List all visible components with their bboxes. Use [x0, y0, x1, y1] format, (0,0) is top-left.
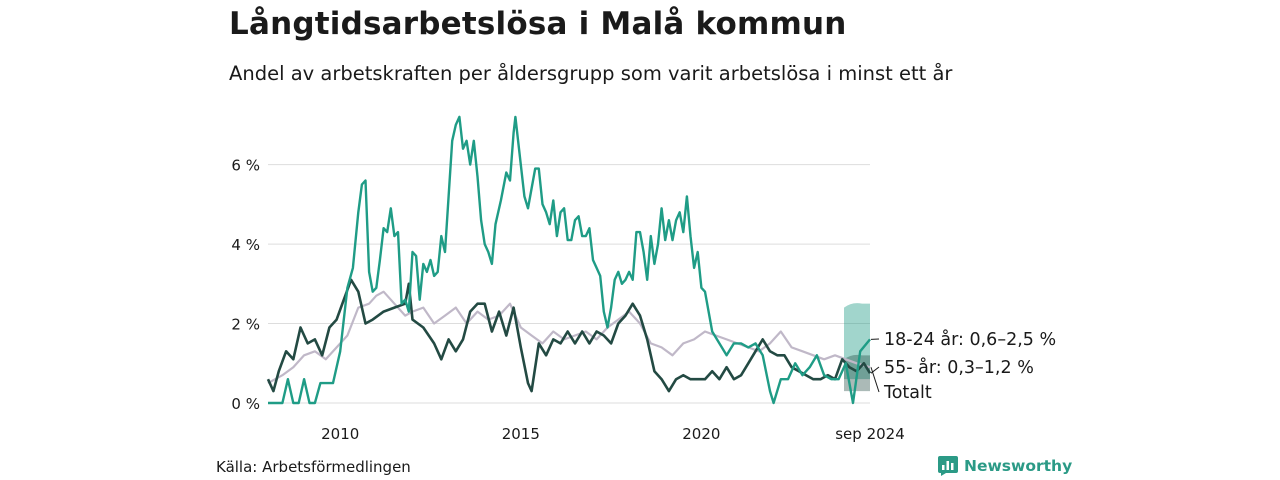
- x-tick-label: 2010: [321, 425, 359, 443]
- axis-labels: 0 % 2 % 4 % 6 % 2010 2015 2020 sep 2024: [231, 157, 904, 443]
- y-tick-label: 4 %: [231, 236, 260, 254]
- gridlines: [268, 164, 870, 404]
- x-tick-label: 2020: [682, 425, 720, 443]
- newsworthy-logo-icon: [938, 456, 958, 476]
- series-end-labels: Totalt 55- år: 0,3–1,2 % 18-24 år: 0,6–2,5…: [870, 329, 1056, 403]
- x-tick-label: sep 2024: [835, 425, 905, 443]
- leader-line-old: [870, 366, 880, 374]
- y-tick-label: 6 %: [231, 157, 260, 175]
- series-lines: [266, 115, 872, 405]
- y-tick-label: 2 %: [231, 316, 260, 334]
- source-note: Källa: Arbetsförmedlingen: [216, 458, 411, 476]
- chart-title: Långtidsarbetslösa i Malå kommun: [229, 6, 847, 42]
- leader-line-total: [870, 367, 880, 393]
- series-label-total: Totalt: [883, 383, 932, 403]
- chart-subtitle: Andel av arbetskraften per åldersgrupp s…: [229, 62, 953, 85]
- brand-name: Newsworthy: [964, 457, 1073, 475]
- x-tick-label: 2015: [502, 425, 540, 443]
- series-line-total: [267, 290, 871, 385]
- series-label-old: 55- år: 0,3–1,2 %: [884, 357, 1034, 378]
- series-line-old: [266, 278, 872, 393]
- brand-logo: Newsworthy: [938, 456, 1072, 476]
- series-label-young: 18-24 år: 0,6–2,5 %: [884, 329, 1056, 350]
- series-line-young: [268, 115, 871, 405]
- y-tick-label: 0 %: [231, 395, 260, 413]
